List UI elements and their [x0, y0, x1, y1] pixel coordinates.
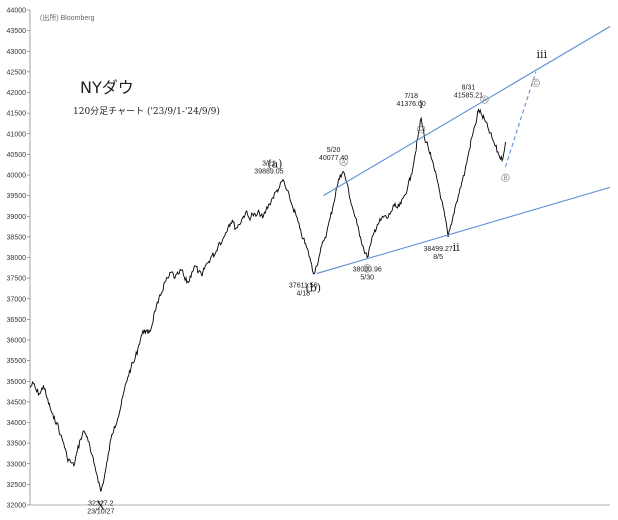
trendline-lower: [316, 186, 611, 275]
y-tick-label: 42000: [7, 90, 27, 97]
wave-label: i: [419, 98, 423, 111]
circle-label-letter: B: [365, 266, 369, 272]
y-tick-label: 33500: [7, 441, 27, 448]
circle-label-ring: [417, 125, 426, 134]
y-tick-label: 39000: [7, 214, 27, 221]
y-tick-label: 33000: [7, 461, 27, 468]
circle-label-letter: A: [482, 98, 486, 104]
y-tick-label: 40000: [7, 173, 27, 180]
price-annotation-date: 23/10/27: [87, 509, 114, 516]
y-tick-label: 41000: [7, 131, 27, 138]
trendline-upper: [323, 26, 611, 197]
price-annotation-date: 5/30: [360, 274, 374, 281]
circle-label-letter: B: [503, 176, 507, 182]
y-tick-label: 41500: [7, 111, 27, 118]
price-annotation-value: 38000.96: [353, 266, 382, 273]
y-tick-label: 35500: [7, 358, 27, 365]
wave-label: (a): [267, 158, 282, 171]
wave-label: (b): [305, 282, 321, 295]
y-tick-label: 38000: [7, 255, 27, 262]
circle-label-ring: [480, 95, 489, 104]
circle-label-ring: [339, 157, 348, 166]
wave-label: X: [97, 500, 105, 513]
circle-label-letter: C: [534, 81, 539, 87]
price-annotation-date: 39889.05: [254, 169, 283, 176]
price-annotation-value: 38499.27: [424, 246, 453, 253]
y-tick-label: 35000: [7, 379, 27, 386]
price-annotation-value: 37611.56: [289, 283, 318, 290]
y-tick-label: 43000: [7, 49, 27, 56]
y-tick-label: 37000: [7, 296, 27, 303]
price-annotation-date: 8/5: [433, 254, 443, 261]
y-tick-label: 42500: [7, 69, 27, 76]
circle-label-ring: [363, 264, 372, 273]
y-tick-label: 39500: [7, 193, 27, 200]
y-tick-label: 36000: [7, 338, 27, 345]
y-tick-label: 44000: [7, 8, 27, 15]
circle-label-ring: [501, 173, 510, 182]
circle-label-ring: [531, 78, 540, 88]
price-annotation-value: 32327.2: [88, 501, 113, 508]
y-tick-label: 38500: [7, 234, 27, 241]
price-annotation-value: 5/20: [327, 147, 341, 154]
circle-label-letter: A: [342, 160, 346, 166]
chart-title: NYダウ: [80, 78, 134, 97]
y-tick-label: 43500: [7, 28, 27, 35]
price-annotation-value: 3/21: [262, 161, 276, 168]
y-tick-label: 34000: [7, 420, 27, 427]
trendline-projection: [504, 71, 537, 167]
price-annotation-value: 7/18: [404, 93, 418, 100]
price-annotation-date: 40077.40: [319, 155, 348, 162]
circle-label-letter: C: [419, 127, 424, 133]
y-tick-label: 32000: [7, 503, 27, 510]
wave-label: iii: [537, 48, 548, 61]
price-annotation-date: 41585.21: [454, 93, 483, 100]
chart-subtitle: 120分足チャート ('23/9/1-'24/9/9): [73, 106, 220, 117]
chart-source: (出所) Bloomberg: [40, 13, 95, 22]
price-series-line: [29, 108, 506, 492]
price-annotation-value: 8/31: [462, 85, 476, 92]
y-tick-label: 37500: [7, 276, 27, 283]
y-tick-label: 34500: [7, 399, 27, 406]
price-annotation-date: 4/18: [296, 291, 310, 298]
wave-label: ii: [453, 241, 461, 254]
y-tick-label: 40500: [7, 152, 27, 159]
y-tick-label: 32500: [7, 482, 27, 489]
price-annotation-date: 41376.00: [397, 101, 426, 108]
y-tick-label: 36500: [7, 317, 27, 324]
